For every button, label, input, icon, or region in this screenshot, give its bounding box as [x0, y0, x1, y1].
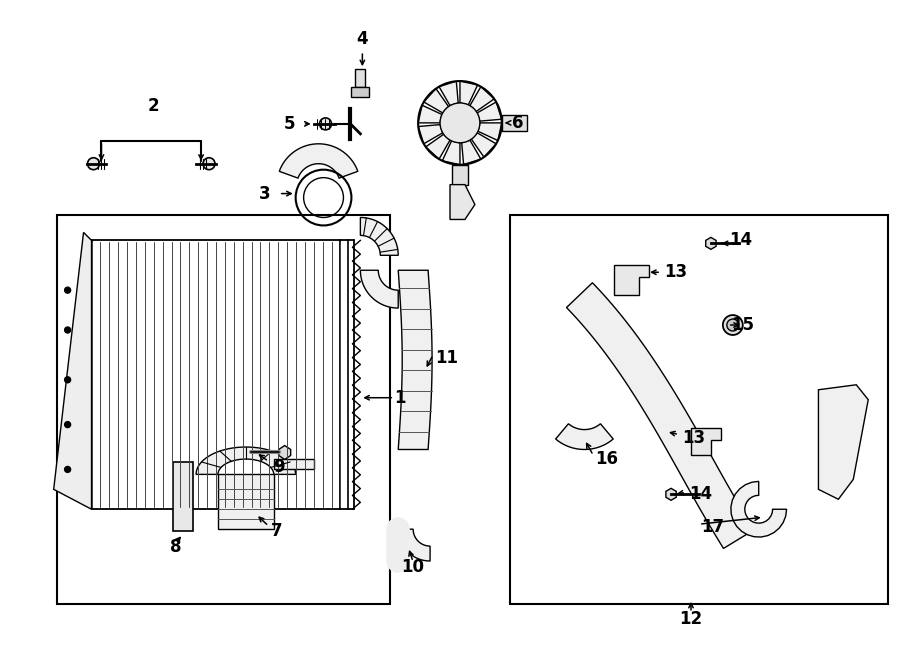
Polygon shape: [356, 69, 365, 87]
Circle shape: [65, 377, 70, 383]
Text: 14: 14: [729, 231, 751, 249]
Polygon shape: [450, 184, 475, 219]
Text: 5: 5: [284, 115, 296, 133]
Polygon shape: [418, 125, 443, 144]
Polygon shape: [439, 81, 458, 106]
Text: 11: 11: [435, 349, 458, 367]
Circle shape: [65, 327, 70, 333]
Polygon shape: [478, 123, 502, 141]
Text: 14: 14: [689, 485, 712, 503]
Polygon shape: [274, 459, 313, 469]
Polygon shape: [279, 446, 291, 459]
Polygon shape: [470, 87, 494, 112]
Polygon shape: [424, 89, 448, 113]
Circle shape: [723, 315, 742, 335]
Circle shape: [65, 287, 70, 293]
Polygon shape: [452, 165, 468, 184]
Polygon shape: [442, 141, 460, 165]
Polygon shape: [731, 481, 787, 537]
Text: 12: 12: [680, 610, 703, 628]
Text: 13: 13: [682, 428, 705, 447]
Bar: [509, 215, 888, 604]
Polygon shape: [462, 140, 481, 165]
Circle shape: [65, 467, 70, 473]
Text: 10: 10: [401, 558, 425, 576]
Polygon shape: [426, 134, 450, 159]
Text: 15: 15: [731, 316, 754, 334]
Circle shape: [727, 319, 739, 331]
Polygon shape: [398, 529, 430, 561]
Text: 8: 8: [170, 538, 182, 556]
Polygon shape: [691, 428, 721, 455]
Polygon shape: [391, 529, 406, 561]
Text: 1: 1: [394, 389, 406, 407]
Polygon shape: [502, 115, 526, 131]
Polygon shape: [472, 133, 496, 157]
Polygon shape: [566, 283, 754, 549]
Circle shape: [65, 422, 70, 428]
Polygon shape: [477, 102, 501, 121]
Polygon shape: [418, 105, 442, 123]
Bar: [92, 241, 340, 509]
Text: 9: 9: [273, 459, 284, 477]
Polygon shape: [615, 265, 649, 295]
Bar: [57, 215, 391, 604]
Text: 2: 2: [148, 97, 159, 115]
Text: 7: 7: [271, 522, 283, 540]
Text: 4: 4: [356, 30, 368, 48]
Polygon shape: [196, 447, 296, 475]
Circle shape: [320, 118, 331, 130]
Text: 16: 16: [596, 450, 618, 469]
Text: 13: 13: [664, 263, 688, 281]
Polygon shape: [398, 270, 432, 449]
Text: 6: 6: [512, 114, 523, 132]
Polygon shape: [360, 270, 398, 308]
Polygon shape: [54, 233, 92, 509]
Circle shape: [87, 158, 100, 170]
Polygon shape: [555, 424, 613, 449]
Bar: [173, 463, 194, 531]
Polygon shape: [706, 237, 716, 249]
Polygon shape: [279, 144, 358, 178]
Text: 3: 3: [259, 184, 271, 202]
Polygon shape: [351, 87, 369, 97]
Polygon shape: [218, 475, 274, 529]
Circle shape: [203, 158, 215, 170]
Polygon shape: [460, 81, 478, 105]
Circle shape: [440, 103, 480, 143]
Polygon shape: [666, 488, 676, 500]
Polygon shape: [360, 217, 398, 255]
Text: 17: 17: [701, 518, 724, 536]
Polygon shape: [818, 385, 868, 499]
